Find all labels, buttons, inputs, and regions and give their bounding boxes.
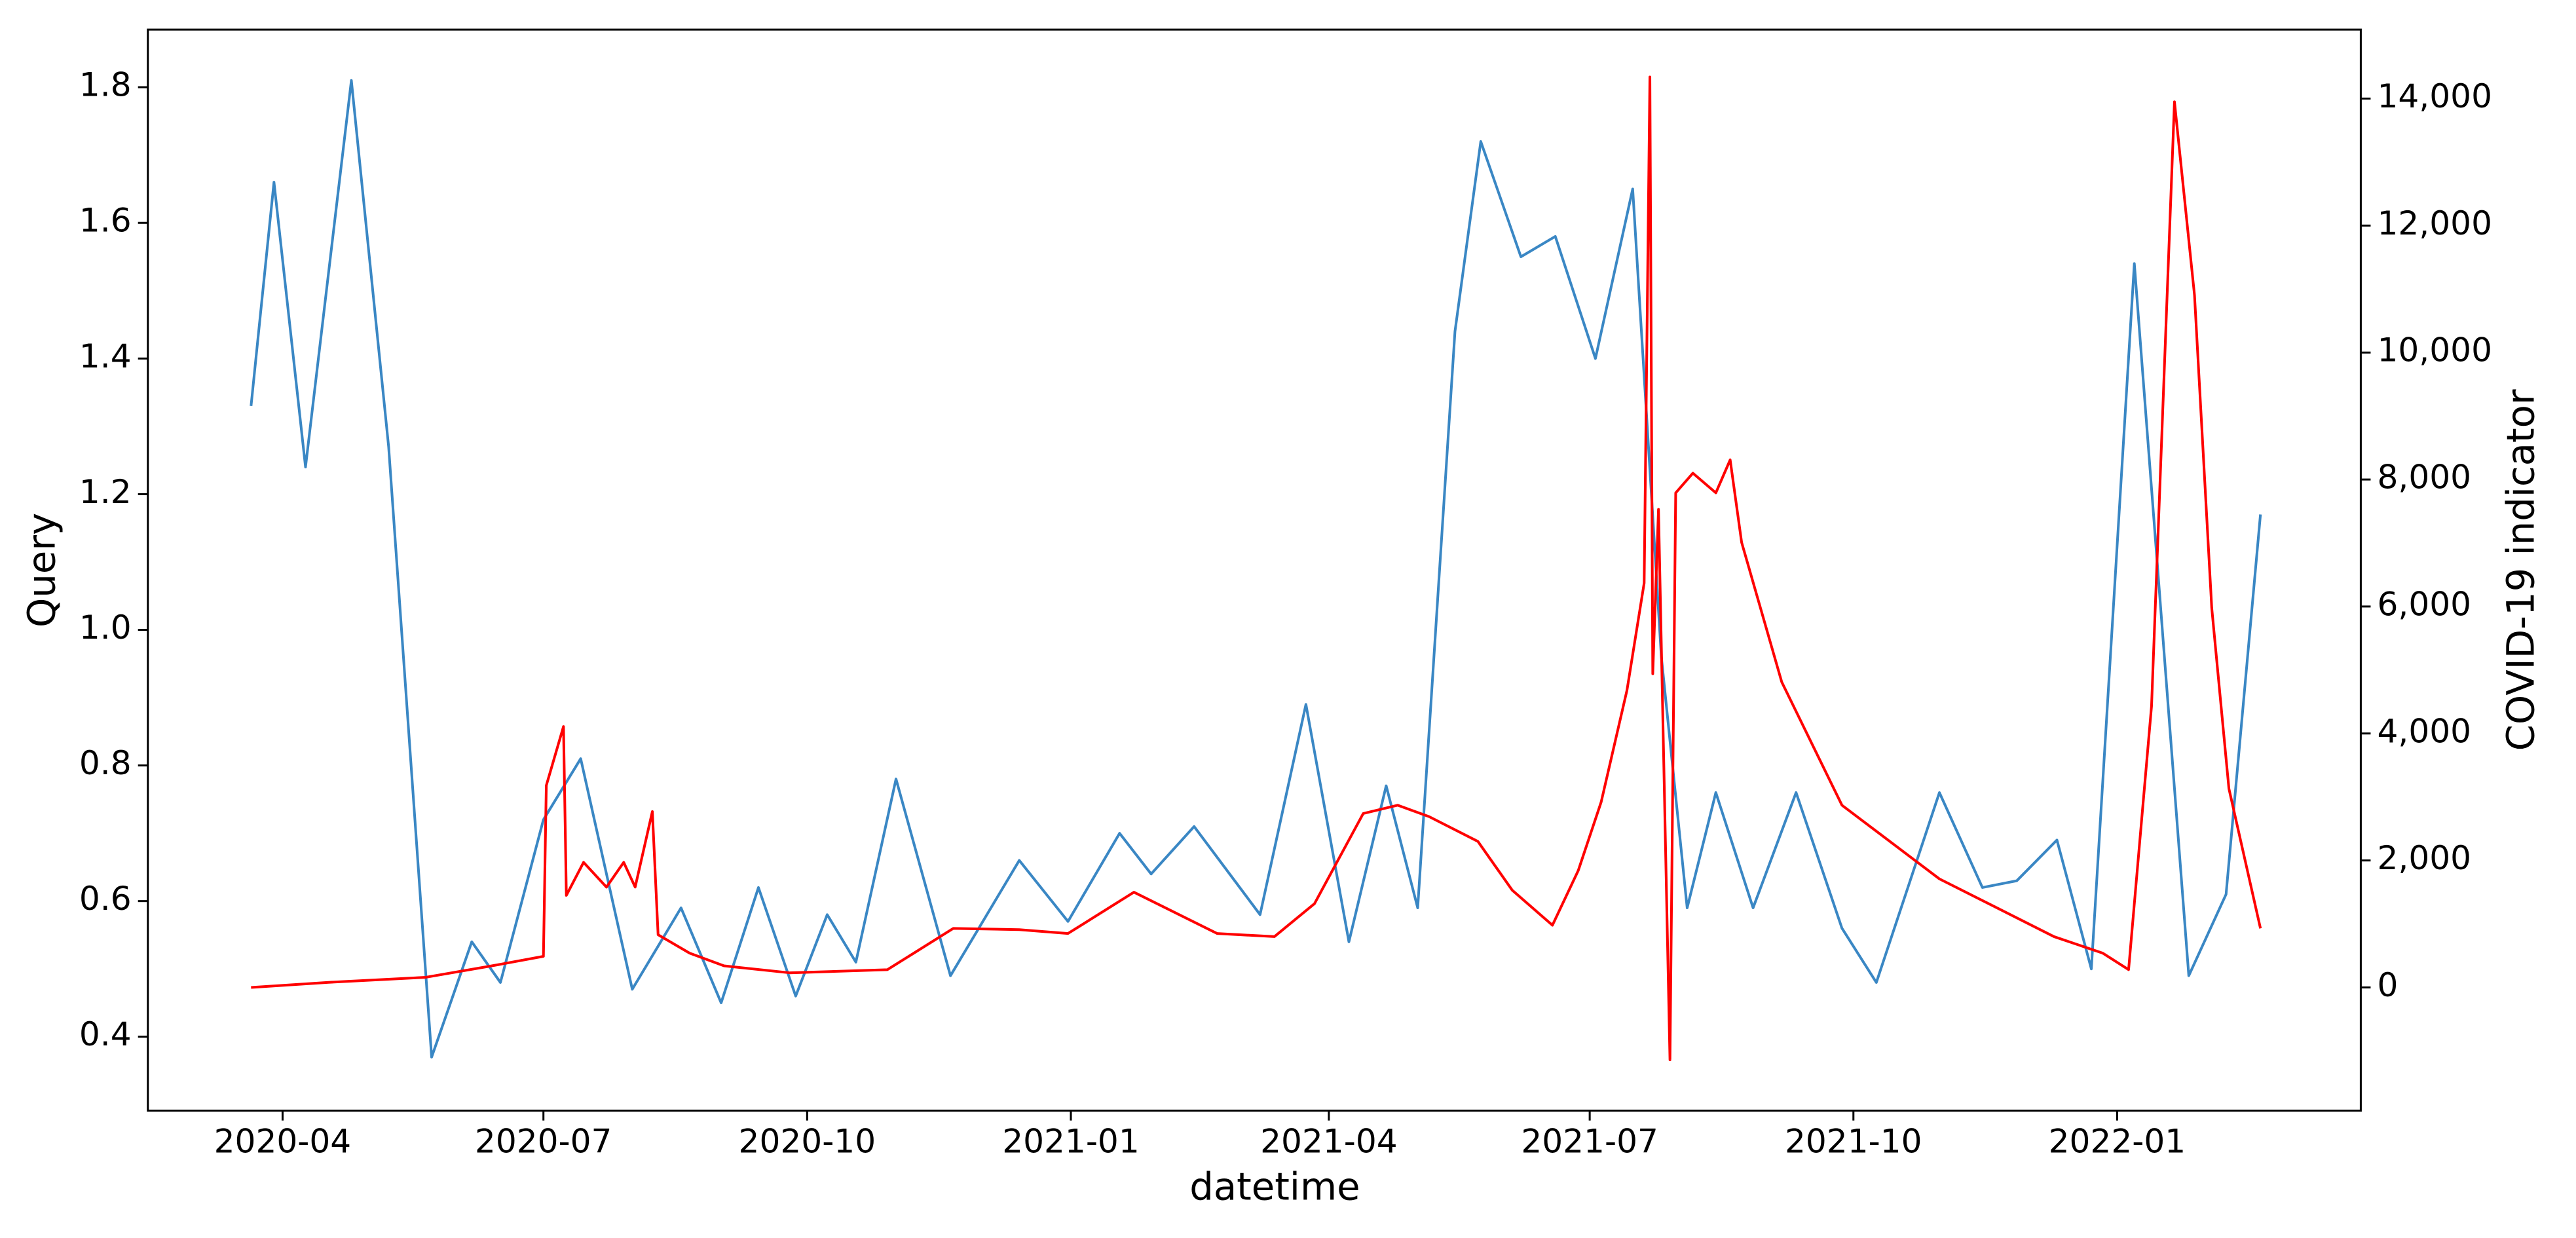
- y-tick-label: 1.2: [79, 472, 132, 511]
- y2-tick-label: 0: [2377, 966, 2398, 1004]
- y-tick-label: 1.6: [79, 201, 132, 240]
- y-tick-label: 0.6: [79, 879, 132, 918]
- series-line: [250, 79, 2262, 1059]
- y2-axis-label: COVID-19 indicator: [2498, 389, 2543, 751]
- x-tick-label: 2020-07: [475, 1121, 612, 1160]
- y-tick-label: 0.8: [79, 743, 132, 782]
- y2-tick-label: 14,000: [2377, 77, 2492, 115]
- y-tick-label: 0.4: [79, 1015, 132, 1053]
- x-axis-label: datetime: [1189, 1165, 1360, 1209]
- y-axis-label: Query: [19, 513, 64, 628]
- y2-tick-label: 8,000: [2377, 458, 2471, 497]
- series-line: [251, 75, 2262, 1061]
- x-tick-label: 2021-10: [1785, 1121, 1922, 1160]
- y2-tick-label: 10,000: [2377, 331, 2492, 369]
- y-tick-label: 1.4: [79, 337, 132, 375]
- x-tick-label: 2020-10: [739, 1121, 876, 1160]
- y-tick-label: 1.0: [79, 608, 132, 647]
- y2-tick-label: 6,000: [2377, 584, 2471, 623]
- y2-tick-label: 12,000: [2377, 204, 2492, 242]
- x-tick-label: 2021-07: [1521, 1121, 1658, 1160]
- y2-tick-label: 2,000: [2377, 838, 2471, 877]
- y-tick-label: 1.8: [79, 66, 132, 104]
- x-tick-label: 2021-01: [1002, 1121, 1140, 1160]
- x-tick-label: 2022-01: [2049, 1121, 2186, 1160]
- y2-tick-label: 4,000: [2377, 711, 2471, 750]
- x-tick-label: 2020-04: [214, 1121, 352, 1160]
- x-tick-label: 2021-04: [1260, 1121, 1398, 1160]
- plot-frame: [147, 28, 2362, 1112]
